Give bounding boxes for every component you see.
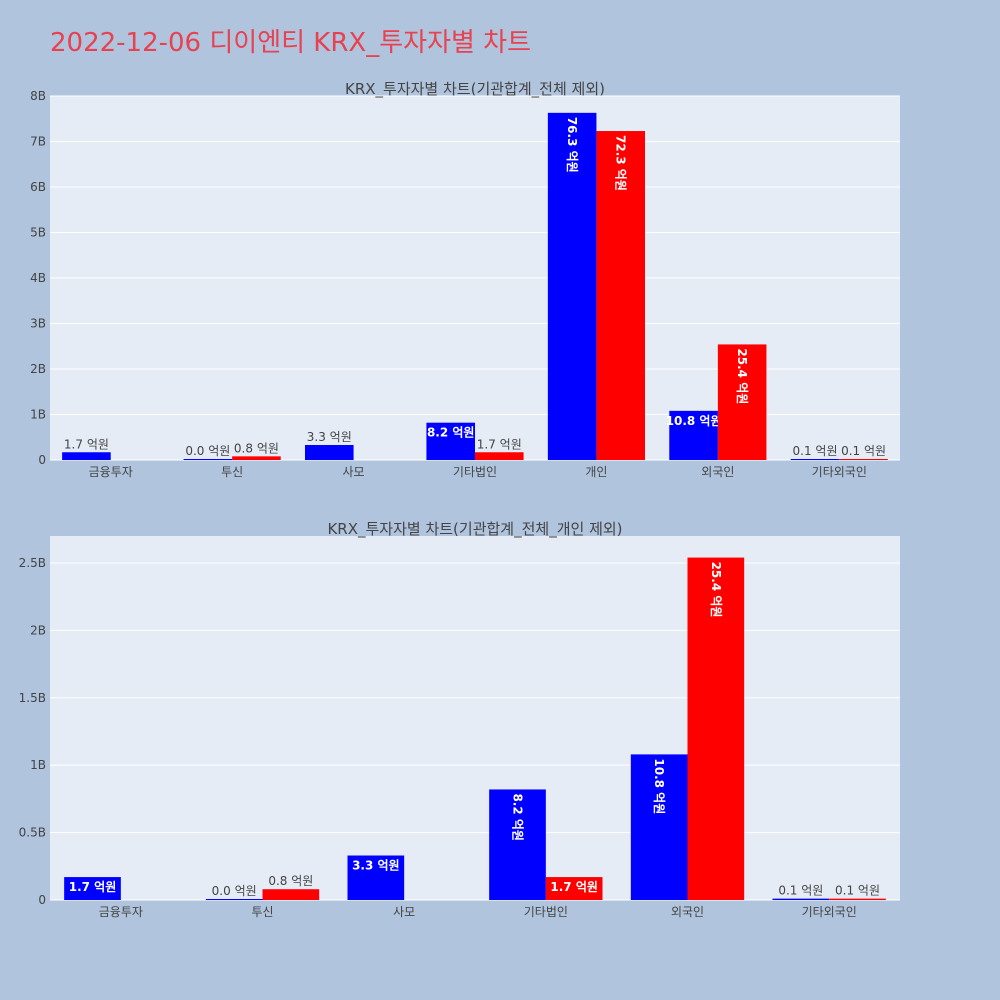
bar-blue bbox=[62, 452, 111, 460]
bar-red bbox=[839, 459, 888, 460]
y-tick-label: 1B bbox=[30, 758, 46, 772]
bar-blue bbox=[489, 789, 546, 900]
bar-data-label: 8.2 억원 bbox=[511, 793, 525, 841]
page-title: 2022-12-06 디이엔티 KRX_투자자별 차트 bbox=[50, 28, 532, 58]
y-tick-label: 3B bbox=[30, 317, 46, 331]
bar-blue bbox=[426, 422, 475, 460]
bar-blue bbox=[64, 877, 121, 900]
chart-title: KRX_투자자별 차트(기관합계_전체 제외) bbox=[345, 80, 605, 99]
bar-red bbox=[687, 557, 745, 900]
y-tick-label: 6B bbox=[30, 180, 46, 194]
y-tick-label: 1.5B bbox=[19, 691, 46, 705]
bar-data-label: 0.1 억원 bbox=[778, 884, 823, 898]
bar-red bbox=[262, 889, 320, 900]
x-tick-label: 기타법인 bbox=[453, 465, 497, 479]
x-tick-label: 외국인 bbox=[701, 465, 734, 479]
x-tick-label: 금융투자 bbox=[89, 465, 133, 479]
bar-red bbox=[596, 131, 645, 460]
y-tick-label: 2B bbox=[30, 623, 46, 637]
bar-data-label: 72.3 억원 bbox=[614, 135, 628, 191]
bar-data-label: 0.1 억원 bbox=[835, 884, 880, 898]
bar-data-label: 0.8 억원 bbox=[268, 874, 313, 888]
bar-data-label: 0.0 억원 bbox=[212, 884, 257, 898]
y-tick-label: 0 bbox=[38, 893, 46, 907]
bar-red bbox=[545, 877, 603, 900]
bar-data-label: 1.7 억원 bbox=[477, 437, 522, 451]
x-tick-label: 투신 bbox=[221, 465, 243, 479]
x-tick-label: 기타외국인 bbox=[812, 465, 867, 479]
bar-blue bbox=[547, 112, 597, 461]
bar-blue bbox=[347, 855, 405, 900]
chart-title: KRX_투자자별 차트(기관합계_전체_개인 제외) bbox=[327, 520, 622, 539]
x-tick-label: 외국인 bbox=[671, 905, 704, 919]
bar-data-label: 3.3 억원 bbox=[352, 859, 400, 873]
x-tick-label: 기타외국인 bbox=[802, 905, 857, 919]
bar-blue bbox=[772, 898, 830, 900]
bar-blue bbox=[630, 754, 688, 900]
bar-red bbox=[232, 456, 281, 460]
y-tick-label: 2.5B bbox=[19, 556, 46, 570]
bar-data-label: 25.4 억원 bbox=[709, 562, 723, 618]
x-tick-label: 기타법인 bbox=[524, 905, 568, 919]
x-tick-label: 금융투자 bbox=[99, 905, 143, 919]
bar-blue bbox=[305, 444, 354, 460]
bar-data-label: 76.3 억원 bbox=[565, 117, 579, 173]
bar-data-label: 25.4 억원 bbox=[735, 348, 749, 404]
y-tick-label: 0 bbox=[38, 453, 46, 467]
y-tick-label: 7B bbox=[30, 135, 46, 149]
bar-blue bbox=[790, 459, 840, 460]
bar-blue bbox=[669, 410, 718, 460]
bar-data-label: 0.8 억원 bbox=[234, 441, 279, 455]
bar-data-label: 0.0 억원 bbox=[185, 444, 230, 458]
x-tick-label: 투신 bbox=[251, 905, 273, 919]
y-tick-label: 4B bbox=[30, 271, 46, 285]
plot-area bbox=[50, 536, 900, 900]
y-tick-label: 0.5B bbox=[19, 826, 46, 840]
bar-data-label: 1.7 억원 bbox=[69, 880, 117, 894]
bar-red bbox=[717, 344, 767, 460]
bar-data-label: 1.7 억원 bbox=[550, 880, 598, 894]
bar-data-label: 8.2 억원 bbox=[427, 426, 475, 440]
bar-data-label: 3.3 억원 bbox=[307, 430, 352, 444]
y-tick-label: 2B bbox=[30, 362, 46, 376]
x-tick-label: 개인 bbox=[585, 465, 607, 479]
bar-data-label: 10.8 억원 bbox=[652, 758, 666, 814]
chart-2: KRX_투자자별 차트(기관합계_전체_개인 제외) 0 0.5B 1B 1.5B 2B 2… bbox=[19, 520, 900, 919]
bar-data-label: 0.1 억원 bbox=[793, 444, 838, 458]
bar-data-label: 0.1 억원 bbox=[841, 444, 886, 458]
bar-red bbox=[829, 898, 886, 900]
x-tick-label: 사모 bbox=[343, 465, 365, 479]
x-tick-label: 사모 bbox=[393, 905, 415, 919]
bar-blue bbox=[205, 899, 263, 900]
bar-blue bbox=[183, 459, 233, 460]
bar-red bbox=[475, 452, 524, 460]
bar-data-label: 10.8 억원 bbox=[666, 414, 722, 428]
y-tick-label: 1B bbox=[30, 408, 46, 422]
chart-1: KRX_투자자별 차트(기관합계_전체 제외) 0 1B 2B 3B 4B 5B 6B 7B 8B… bbox=[30, 80, 900, 479]
y-tick-label: 8B bbox=[30, 89, 46, 103]
y-tick-label: 5B bbox=[30, 226, 46, 240]
bar-data-label: 1.7 억원 bbox=[64, 437, 109, 451]
